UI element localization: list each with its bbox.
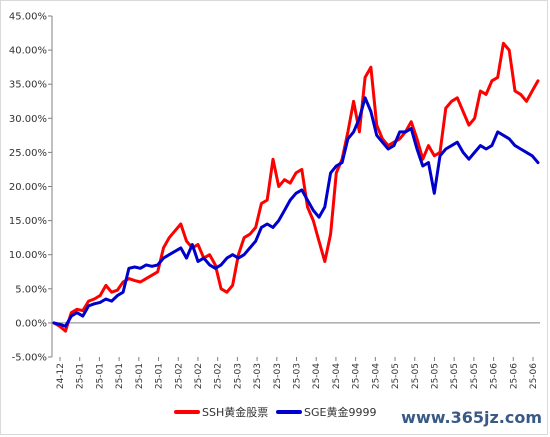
- x-tick-label: 25-05: [430, 363, 440, 389]
- y-tick-label: 45.00%: [9, 12, 47, 23]
- x-tick-label: 25-04: [371, 363, 381, 389]
- x-tick-label: 25-06: [490, 363, 500, 389]
- x-tick-label: 25-01: [135, 363, 145, 389]
- legend-label: SGE黄金9999: [304, 405, 376, 419]
- x-tick-label: 25-06: [529, 363, 539, 389]
- series-line: [52, 96, 540, 328]
- x-tick-label: 24-12: [56, 363, 66, 389]
- x-tick-label: 25-02: [214, 363, 224, 389]
- x-tick-label: 25-03: [293, 363, 303, 389]
- x-tick-label: 25-04: [332, 363, 342, 389]
- x-tick-label: 25-02: [174, 363, 184, 389]
- x-tick-label: 25-04: [352, 363, 362, 389]
- watermark-text: www.365jz.com: [401, 408, 542, 427]
- y-tick-label: -5.00%: [12, 353, 47, 364]
- x-tick-label: 25-01: [95, 363, 105, 389]
- x-axis: 24-12 25-01 25-01 25-01 25-01 25-01 25-02 25-02…: [52, 322, 540, 389]
- y-tick-label: 15.00%: [9, 216, 47, 227]
- x-tick-label: 25-02: [194, 363, 204, 389]
- x-tick-label: 25-03: [233, 363, 243, 389]
- y-tick-label: 20.00%: [9, 182, 47, 193]
- series-lines: [52, 41, 540, 333]
- x-tick-label: 25-01: [115, 363, 125, 389]
- y-tick-label: 25.00%: [9, 148, 47, 159]
- y-tick-label: 35.00%: [9, 80, 47, 91]
- y-tick-label: 30.00%: [9, 114, 47, 125]
- y-tick-label: 10.00%: [9, 250, 47, 261]
- x-tick-label: 25-06: [509, 363, 519, 389]
- x-tick-label: 25-01: [155, 363, 165, 389]
- x-tick-label: 25-01: [76, 363, 86, 389]
- x-tick-label: 25-05: [391, 363, 401, 389]
- y-tick-label: 0.00%: [15, 318, 47, 329]
- y-axis: -5.00% 0.00% 5.00% 10.00% 15.00% 20.00% 25.00%…: [9, 12, 53, 364]
- x-tick-label: 25-05: [411, 363, 421, 389]
- x-tick-label: 25-03: [273, 363, 283, 389]
- legend-label: SSH黄金股票: [202, 405, 268, 419]
- legend: SSH黄金股票 SGE黄金9999: [174, 405, 376, 419]
- x-tick-label: 25-04: [312, 363, 322, 389]
- y-tick-label: 40.00%: [9, 46, 47, 57]
- series-line: [52, 41, 540, 333]
- x-tick-label: 25-03: [253, 363, 263, 389]
- x-tick-label: 25-05: [470, 363, 480, 389]
- x-tick-label: 25-05: [450, 363, 460, 389]
- y-tick-label: 5.00%: [15, 284, 47, 295]
